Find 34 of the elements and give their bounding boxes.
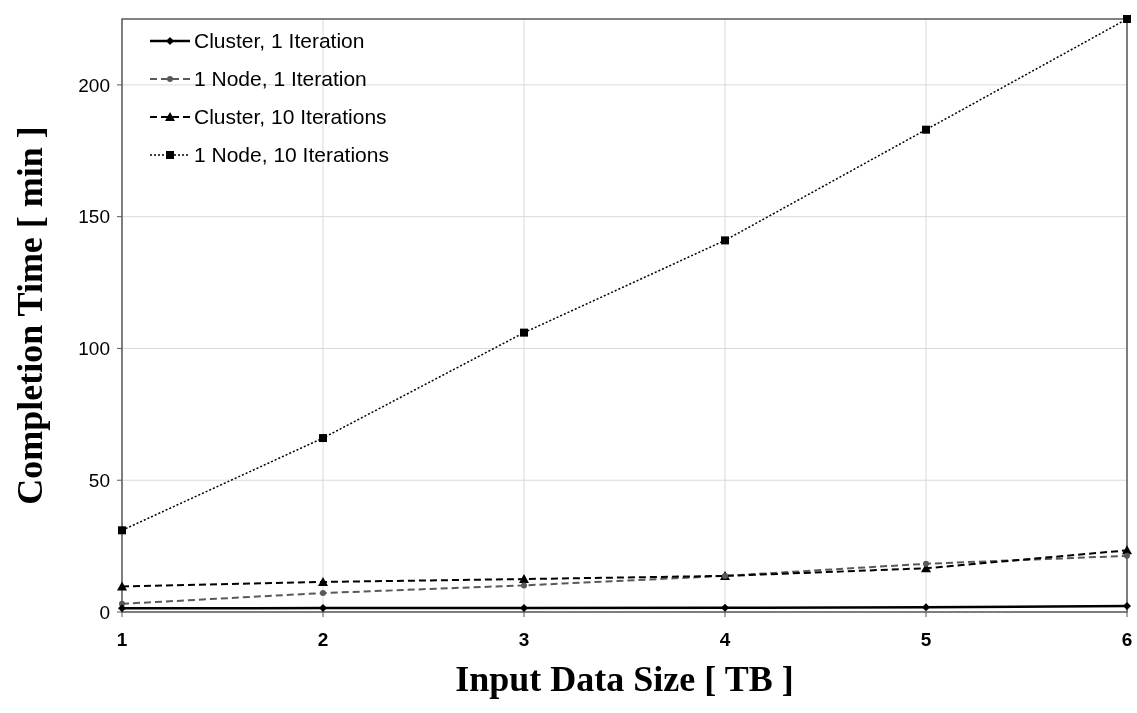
point: [318, 576, 328, 586]
point: [319, 604, 327, 613]
point: [721, 236, 729, 245]
point: [922, 125, 930, 134]
y-tick-label: 100: [78, 338, 110, 360]
legend-label: Cluster, 10 Iterations: [194, 105, 387, 129]
x-tick-label: 4: [719, 629, 731, 650]
point: [519, 574, 529, 584]
x-tick-label: 2: [317, 629, 329, 650]
legend-label: 1 Node, 10 Iterations: [194, 143, 389, 167]
legend-label: Cluster, 1 Iteration: [194, 29, 365, 53]
y-tick-label: 150: [78, 206, 110, 228]
point: [1124, 552, 1130, 559]
point: [721, 603, 729, 612]
x-tick-label: 6: [1121, 629, 1133, 650]
point: [1123, 15, 1131, 23]
x-tick-label: 1: [116, 629, 128, 650]
point: [520, 604, 528, 613]
y-tick-label: 0: [99, 601, 110, 623]
legend-label: 1 Node, 1 Iteration: [194, 67, 367, 91]
point: [923, 560, 929, 567]
point: [118, 526, 126, 535]
y-axis-title: Completion Time [ min ]: [10, 126, 50, 505]
y-tick-label: 200: [78, 74, 110, 96]
y-tick-label: 50: [88, 469, 110, 491]
x-tick-label: 5: [920, 629, 932, 650]
point: [922, 603, 930, 612]
x-tick-label: 3: [518, 629, 530, 650]
point: [521, 582, 527, 589]
point: [1123, 601, 1131, 610]
point: [320, 590, 326, 597]
x-axis-title: Input Data Size [ TB ]: [455, 659, 794, 699]
point: [520, 328, 528, 337]
point: [319, 434, 327, 443]
